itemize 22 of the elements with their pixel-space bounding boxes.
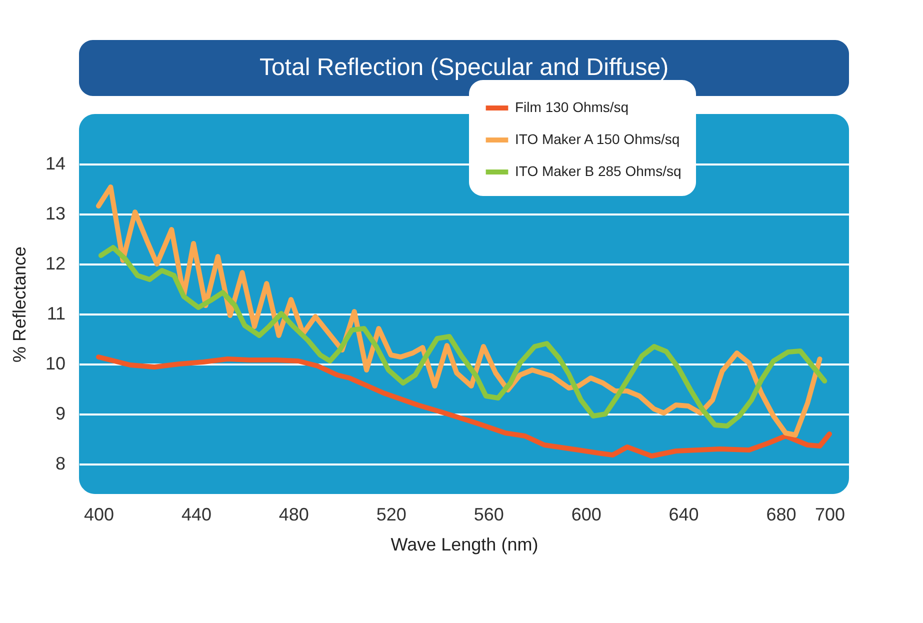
x-tick-label: 560 (474, 504, 504, 524)
x-tick-label: 700 (814, 504, 846, 524)
x-tick-label: 640 (668, 504, 699, 524)
legend-label: ITO Maker A 150 Ohms/sq (515, 131, 680, 147)
y-tick-label: 13 (45, 204, 66, 224)
y-tick-label: 11 (46, 304, 66, 324)
y-axis-title: % Reflectance (9, 246, 30, 363)
x-tick-label: 680 (766, 504, 796, 524)
y-tick-label: 8 (55, 454, 66, 474)
legend-label: ITO Maker B 285 Ohms/sq (515, 163, 682, 179)
y-tick-label: 12 (45, 254, 66, 274)
x-tick-label: 400 (84, 504, 114, 524)
legend-label: Film 130 Ohms/sq (515, 99, 629, 115)
chart-title: Total Reflection (Specular and Diffuse) (259, 54, 669, 81)
y-tick-label: 9 (55, 404, 66, 424)
x-tick-label: 520 (376, 504, 406, 524)
y-tick-label: 14 (45, 154, 66, 174)
x-axis-title: Wave Length (nm) (390, 534, 538, 554)
x-tick-label: 480 (278, 504, 309, 524)
x-tick-label: 440 (181, 504, 212, 524)
x-tick-label: 600 (571, 504, 602, 524)
y-tick-label: 10 (45, 354, 66, 374)
